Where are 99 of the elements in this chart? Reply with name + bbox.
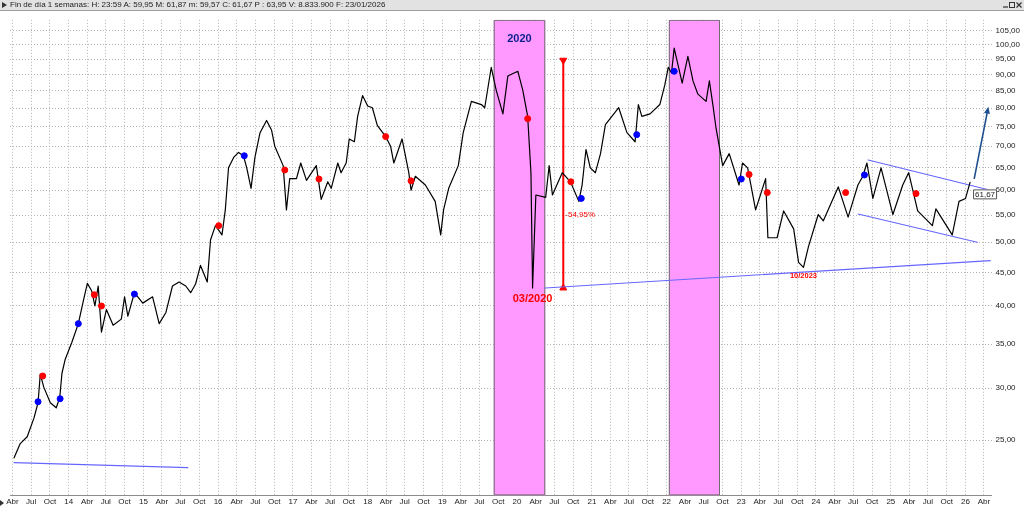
x-tick-label: Jul — [324, 497, 336, 507]
x-tick-label: Jul — [623, 497, 635, 507]
x-tick-label: 24 — [811, 497, 821, 507]
x-tick-label: Oct — [267, 497, 282, 507]
band-label: 2020 — [507, 31, 532, 44]
x-tick-label: 23 — [736, 497, 747, 507]
point — [407, 177, 415, 185]
y-tick-label: 40,00 — [995, 301, 1017, 311]
x-tick-label: Jul — [474, 497, 485, 507]
annotation: 03/2020 — [512, 291, 553, 304]
x-tick-label: 22 — [662, 497, 672, 507]
y-tick-label: 30,00 — [995, 383, 1017, 393]
x-tick-label: 14 — [64, 497, 74, 507]
x-tick-label: Jul — [100, 497, 112, 507]
x-tick-label: Abr — [155, 497, 169, 507]
x-tick-label: Abr — [305, 497, 318, 507]
x-tick-label: Oct — [641, 497, 655, 507]
x-tick-label: Oct — [940, 497, 954, 507]
x-tick-label: Abr — [753, 497, 767, 507]
point — [382, 133, 390, 141]
x-tick-label: Abr — [977, 497, 991, 507]
x-tick-label: Abr — [454, 497, 468, 507]
point — [524, 115, 532, 123]
x-tick-label: Jul — [848, 497, 859, 507]
point — [315, 175, 323, 183]
x-tick-label: Jul — [175, 497, 186, 507]
y-tick-label: 35,00 — [995, 339, 1017, 349]
x-tick-label: Jul — [25, 497, 37, 507]
x-tick-label: 20 — [512, 497, 523, 507]
y-tick-label: 25,00 — [995, 435, 1017, 445]
point — [745, 170, 753, 178]
x-tick-label: Jul — [922, 497, 934, 507]
y-tick-label: 85,00 — [995, 86, 1017, 95]
x-tick-label: Abr — [678, 497, 692, 507]
point — [97, 302, 105, 310]
point — [912, 190, 920, 198]
x-tick-label: Abr — [903, 497, 916, 507]
x-tick-label: Abr — [80, 497, 94, 507]
point — [39, 372, 47, 380]
y-tick-label: 105,00 — [995, 25, 1021, 35]
x-tick-label: Jul — [549, 497, 560, 507]
y-tick-label: 90,00 — [995, 69, 1017, 79]
y-tick-label: 55,00 — [995, 210, 1017, 220]
y-tick-label: 95,00 — [995, 54, 1017, 64]
x-tick-label: 16 — [213, 497, 224, 507]
y-tick-label: 45,00 — [995, 267, 1017, 277]
y-tick-label: 80,00 — [995, 103, 1017, 113]
y-tick-label: 60,00 — [995, 185, 1017, 195]
series-label: -54,95% — [565, 210, 596, 220]
chart-title: Fin de día 1 semanas: H: 23:59 A: 59,95 M: 61,87 m: 59,57 C: 61,67 P : 63,95 V: 8.833.900 F: 23/01/2026 — [10, 0, 386, 10]
x-tick-label: Oct — [342, 497, 356, 507]
x-tick-label: Abr — [379, 497, 393, 507]
y-tick-label: 65,00 — [995, 162, 1017, 172]
x-tick-label: Jul — [399, 497, 411, 507]
x-tick-label: 26 — [961, 497, 971, 507]
x-tick-label: 18 — [363, 497, 373, 507]
x-tick-label: Oct — [790, 497, 805, 507]
point — [567, 178, 575, 186]
x-tick-label: Abr — [6, 497, 20, 507]
x-tick-label: Abr — [529, 497, 543, 507]
x-tick-label: Oct — [118, 497, 132, 507]
x-tick-label: Abr — [230, 497, 244, 507]
y-tick-label: 75,00 — [995, 121, 1017, 131]
point — [34, 398, 42, 406]
point — [240, 152, 248, 160]
x-tick-label: 19 — [437, 497, 448, 507]
point — [56, 395, 64, 403]
point — [860, 171, 868, 179]
y-tick-label: 50,00 — [995, 237, 1017, 247]
point — [90, 291, 98, 299]
x-tick-label: 25 — [886, 497, 896, 507]
x-tick-label: Oct — [417, 497, 431, 507]
point — [281, 166, 289, 174]
point — [215, 222, 223, 230]
x-tick-label: 17 — [288, 497, 298, 507]
x-tick-label: Oct — [865, 497, 880, 507]
x-tick-label: Oct — [193, 497, 207, 507]
x-tick-label: Oct — [43, 497, 57, 507]
x-tick-label: Oct — [566, 497, 581, 507]
y-tick-label: 100,00 — [995, 39, 1021, 49]
x-tick-label: 21 — [587, 497, 597, 507]
point — [74, 320, 82, 328]
x-tick-label: Abr — [604, 497, 617, 507]
data-label: 61,67 — [975, 190, 996, 200]
x-tick-label: Jul — [250, 497, 261, 507]
point — [763, 189, 771, 197]
point — [842, 189, 850, 197]
x-tick-label: Abr — [828, 497, 842, 507]
point — [670, 67, 678, 75]
point — [737, 175, 745, 183]
x-tick-label: 15 — [138, 497, 149, 507]
x-tick-label: Oct — [491, 497, 506, 507]
point — [633, 131, 641, 139]
x-tick-label: Oct — [716, 497, 730, 507]
point — [130, 290, 138, 298]
x-tick-label: Jul — [698, 497, 709, 507]
point — [577, 194, 585, 202]
y-tick-label: 70,00 — [995, 141, 1017, 151]
x-tick-label: Jul — [773, 497, 784, 507]
